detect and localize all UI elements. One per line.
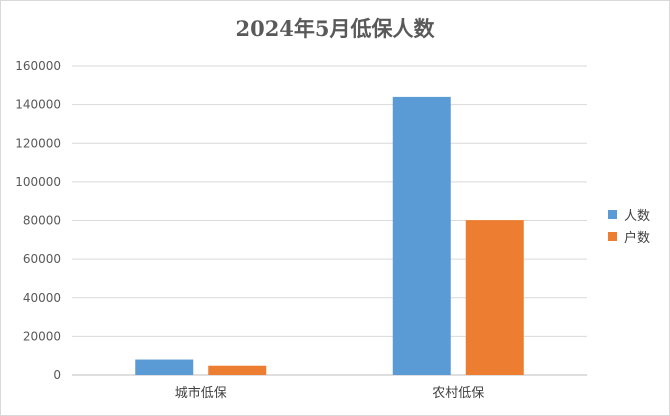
bar-households xyxy=(465,220,524,375)
chart-title: 2024年5月低保人数 xyxy=(235,16,435,41)
legend-swatch-people xyxy=(608,209,617,219)
category-label: 城市低保 xyxy=(175,385,227,401)
legend-swatch-households xyxy=(608,231,617,241)
y-tick-label: 40000 xyxy=(23,291,61,305)
bar-people xyxy=(392,96,451,376)
y-tick-label: 160000 xyxy=(15,59,61,73)
y-tick-label: 140000 xyxy=(15,98,61,112)
y-tick-label: 120000 xyxy=(15,136,61,150)
y-tick-label: 0 xyxy=(53,368,61,382)
legend-item-people: 人数 xyxy=(608,203,650,225)
bar-households xyxy=(208,365,267,375)
legend-item-households: 户数 xyxy=(608,225,650,247)
legend-label-people: 人数 xyxy=(624,208,651,224)
legend: 人数 户数 xyxy=(608,203,650,247)
y-tick-label: 20000 xyxy=(23,329,61,343)
y-tick-label: 80000 xyxy=(23,214,61,228)
bar-people xyxy=(135,359,194,375)
y-tick-label: 100000 xyxy=(15,175,61,189)
category-label: 农村低保 xyxy=(432,386,484,401)
legend-label-households: 户数 xyxy=(624,230,651,246)
y-tick-label: 60000 xyxy=(23,252,61,266)
